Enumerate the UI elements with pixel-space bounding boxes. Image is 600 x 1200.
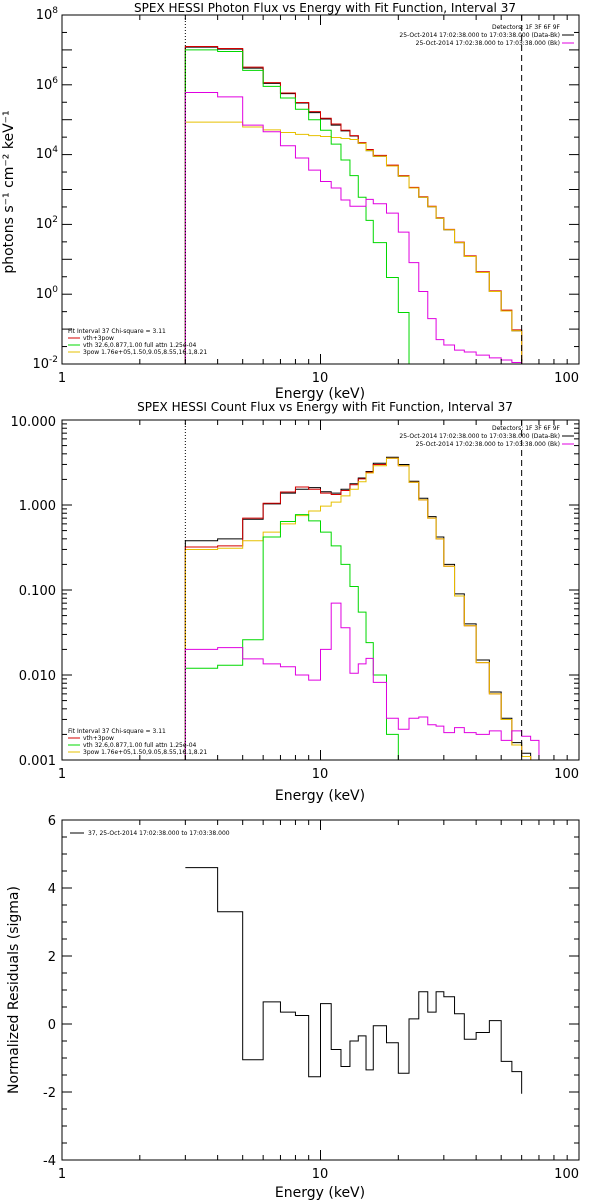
count-legend-bottom: Fit Interval 37 Chi-square = 3.11 vth+3p… xyxy=(68,728,207,756)
count-flux-panel: SPEX HESSI Count Flux vs Energy with Fit… xyxy=(11,400,580,804)
resid-xtick-label: 100 xyxy=(554,1167,579,1182)
photon-legend-top: Detectors: 1F 3F 6F 9F 25-Oct-2014 17:02… xyxy=(399,24,574,47)
count-xlabel: Energy (keV) xyxy=(275,788,365,804)
photon-series-data xyxy=(184,46,523,364)
resid-ytick-label: 6 xyxy=(48,814,56,829)
photon-series-thermal xyxy=(184,49,419,365)
photon-series-background xyxy=(184,92,523,364)
photon-fit-total: vth+3pow xyxy=(83,335,114,342)
resid-ytick-label: 2 xyxy=(48,950,56,965)
count-ytick-label: 0.010 xyxy=(19,669,56,684)
photon-xticklabels: 1 10 100 xyxy=(58,371,579,386)
photon-ytick-label: 102 xyxy=(36,215,58,232)
photon-ytick-label: 108 xyxy=(36,6,59,23)
resid-ytick-label: 0 xyxy=(48,1018,56,1033)
count-fit-header: Fit Interval 37 Chi-square = 3.11 xyxy=(68,728,166,735)
resid-yticklabels: -4 -2 0 2 4 6 xyxy=(43,814,56,1169)
count-legend-bk: 25-Oct-2014 17:02:38.000 to 17:03:38.000… xyxy=(416,441,560,448)
count-fit-powerlaw: 3pow 1.76e+05,1.50,9.05,8.55,16.1,8.21 xyxy=(83,749,207,756)
resid-ylabel-text: Normalized Residuals (sigma) xyxy=(6,886,22,1094)
resid-xticklabels: 1 10 100 xyxy=(58,1167,579,1182)
count-ytick-label: 10.000 xyxy=(11,415,57,430)
photon-plot-frame xyxy=(61,14,580,365)
photon-series-powerlaw xyxy=(184,121,523,364)
photon-legend-bk: 25-Oct-2014 17:02:38.000 to 17:03:38.000… xyxy=(416,40,560,47)
count-fit-total: vth+3pow xyxy=(83,735,114,742)
resid-xlabel: Energy (keV) xyxy=(275,1185,365,1200)
count-yticklabels: 0.001 0.010 0.100 1.000 10.000 xyxy=(11,415,57,769)
photon-fit-powerlaw: 3pow 1.76e+05,1.50,9.05,8.55,16.1,8.21 xyxy=(83,349,207,356)
resid-xtick-label: 10 xyxy=(312,1167,329,1182)
resid-plot-frame xyxy=(61,819,580,1161)
count-series-background xyxy=(184,602,540,760)
count-series-data xyxy=(184,456,539,761)
resid-ylabel: Normalized Residuals (sigma) xyxy=(6,886,22,1094)
resid-xtick-label: 1 xyxy=(58,1167,66,1182)
photon-xtick-label: 100 xyxy=(554,371,579,386)
photon-ylabel: photons s⁻¹ cm⁻² keV⁻¹ xyxy=(1,110,17,273)
photon-legend-detectors: Detectors: 1F 3F 6F 9F xyxy=(492,24,561,31)
count-xtick-label: 100 xyxy=(554,767,579,782)
photon-yticklabels: 10-2 100 102 104 106 108 xyxy=(32,6,58,372)
photon-ytick-label: 104 xyxy=(36,145,59,162)
photon-fit-header: Fit Interval 37 Chi-square = 3.11 xyxy=(68,328,166,335)
count-xtick-label: 10 xyxy=(312,767,329,782)
resid-legend-text: 37, 25-Oct-2014 17:02:38.000 to 17:03:38… xyxy=(88,830,230,837)
count-xticklabels: 1 10 100 xyxy=(58,767,579,782)
count-legend-detectors: Detectors: 1F 3F 6F 9F xyxy=(492,425,561,432)
photon-ytick-label: 10-2 xyxy=(32,355,58,372)
count-series-thermal xyxy=(184,514,410,761)
photon-xlabel: Energy (keV) xyxy=(275,386,365,402)
count-ytick-label: 1.000 xyxy=(19,499,56,514)
photon-flux-panel: SPEX HESSI Photon Flux vs Energy with Fi… xyxy=(1,1,580,402)
resid-ytick-label: -4 xyxy=(43,1154,56,1169)
resid-series-data xyxy=(185,867,523,1094)
photon-ylabel-text: photons s⁻¹ cm⁻² keV⁻¹ xyxy=(1,110,17,273)
photon-fit-thermal: vth 32.6,0.877,1.00 full attn 1.25e-04 xyxy=(83,342,197,349)
count-legend-top: Detectors: 1F 3F 6F 9F 25-Oct-2014 17:02… xyxy=(399,425,574,448)
photon-ytick-label: 100 xyxy=(36,285,59,302)
count-panel-title: SPEX HESSI Count Flux vs Energy with Fit… xyxy=(137,400,513,414)
count-series-total xyxy=(184,457,539,761)
photon-series-total xyxy=(184,46,523,364)
photon-ytick-label: 106 xyxy=(36,76,59,93)
photon-panel-title: SPEX HESSI Photon Flux vs Energy with Fi… xyxy=(134,1,516,15)
count-legend-data: 25-Oct-2014 17:02:38.000 to 17:03:38.000… xyxy=(399,433,560,440)
photon-legend-data: 25-Oct-2014 17:02:38.000 to 17:03:38.000… xyxy=(399,32,560,39)
photon-legend-bottom: Fit Interval 37 Chi-square = 3.11 vth+3p… xyxy=(68,328,207,356)
count-ytick-label: 0.100 xyxy=(19,584,56,599)
resid-ytick-label: 4 xyxy=(48,882,56,897)
resid-legend: 37, 25-Oct-2014 17:02:38.000 to 17:03:38… xyxy=(70,830,230,837)
count-series-powerlaw xyxy=(184,457,539,761)
photon-xtick-label: 10 xyxy=(312,371,329,386)
count-fit-thermal: vth 32.6,0.877,1.00 full attn 1.25e-04 xyxy=(83,742,197,749)
count-xtick-label: 1 xyxy=(58,767,66,782)
count-ytick-label: 0.001 xyxy=(19,754,56,769)
resid-ytick-label: -2 xyxy=(43,1086,56,1101)
photon-xtick-label: 1 xyxy=(58,371,66,386)
residuals-panel: Normalized Residuals (sigma) -4 -2 0 2 4… xyxy=(6,814,580,1200)
